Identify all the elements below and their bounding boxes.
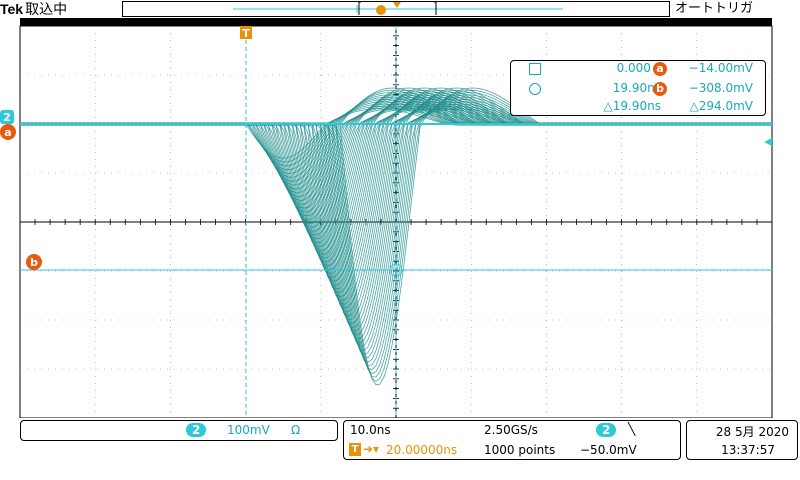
cursor-b-label: b <box>30 256 38 269</box>
trigger-position-marker <box>240 26 252 39</box>
date: 28 5月 2020 <box>715 425 789 439</box>
channel-termination: Ω <box>291 423 301 437</box>
channel-settings-panel[interactable]: 2 100mV Ω <box>20 420 338 441</box>
trigger-delay: 20.00000ns <box>386 443 458 457</box>
brand-logo: Tek <box>0 1 24 17</box>
cursor-delta-voltage: △294.0mV <box>689 99 753 113</box>
sample-rate: 2.50GS/s <box>484 423 538 437</box>
cursor-b-marker <box>26 254 42 270</box>
record-view-strip[interactable] <box>122 1 670 17</box>
brand: Tek 取込中 <box>0 0 67 18</box>
cursor-a-marker-icon: a <box>653 62 667 76</box>
cursor-a-voltage: −14.00mV <box>688 61 753 75</box>
record-length: 1000 points <box>484 443 556 457</box>
time-per-div: 10.0ns <box>350 423 391 437</box>
cursor-b-marker-icon: b <box>653 82 667 96</box>
channel-2-label: 2 <box>3 111 11 124</box>
cursor-a-square-icon <box>529 63 541 75</box>
channel-badge: 2 <box>186 423 207 437</box>
status-bar: Tek 取込中 オートトリガ <box>0 0 800 18</box>
cursor-a-time: 0.000 s <box>616 61 661 75</box>
cursor-b-circle <box>389 263 403 277</box>
trigger-slope-icon: ╲ <box>628 422 636 436</box>
timebase-trigger-panel[interactable]: 10.0ns 2.50GS/s 2 ╲ T ➜▾ 20.00000ns 1000… <box>343 420 681 460</box>
trigger-position-label: T <box>242 27 250 40</box>
acquisition-state: 取込中 <box>25 2 68 18</box>
channel-2-marker <box>0 110 14 124</box>
trigger-arrow-icon: ➜▾ <box>363 442 380 456</box>
cursor-delta-time: △19.90ns <box>603 99 661 113</box>
cursor-a-label: a <box>4 126 11 139</box>
cursor-a-marker <box>0 124 16 140</box>
trigger-source-badge: 2 <box>596 423 617 437</box>
record-view-graphic <box>233 2 563 15</box>
record-header-bar <box>20 18 772 26</box>
trigger-mode: オートトリガ <box>675 1 754 16</box>
trigger-position-icon: T <box>349 443 361 456</box>
cursor-b-time: 19.90ns <box>612 81 661 95</box>
cursor-b-circle-icon <box>529 83 541 95</box>
trigger-level-arrow <box>764 138 772 146</box>
cursor-b-voltage: −308.0mV <box>688 81 753 95</box>
trigger-level: −50.0mV <box>580 443 637 457</box>
time: 13:37:57 <box>721 443 775 457</box>
datetime-panel[interactable]: 28 5月 2020 13:37:57 <box>686 420 798 460</box>
channel-scale: 100mV <box>227 423 270 437</box>
cursor-readout: 0.000 s a −14.00mV 19.90ns b −308.0mV △1… <box>510 60 766 116</box>
